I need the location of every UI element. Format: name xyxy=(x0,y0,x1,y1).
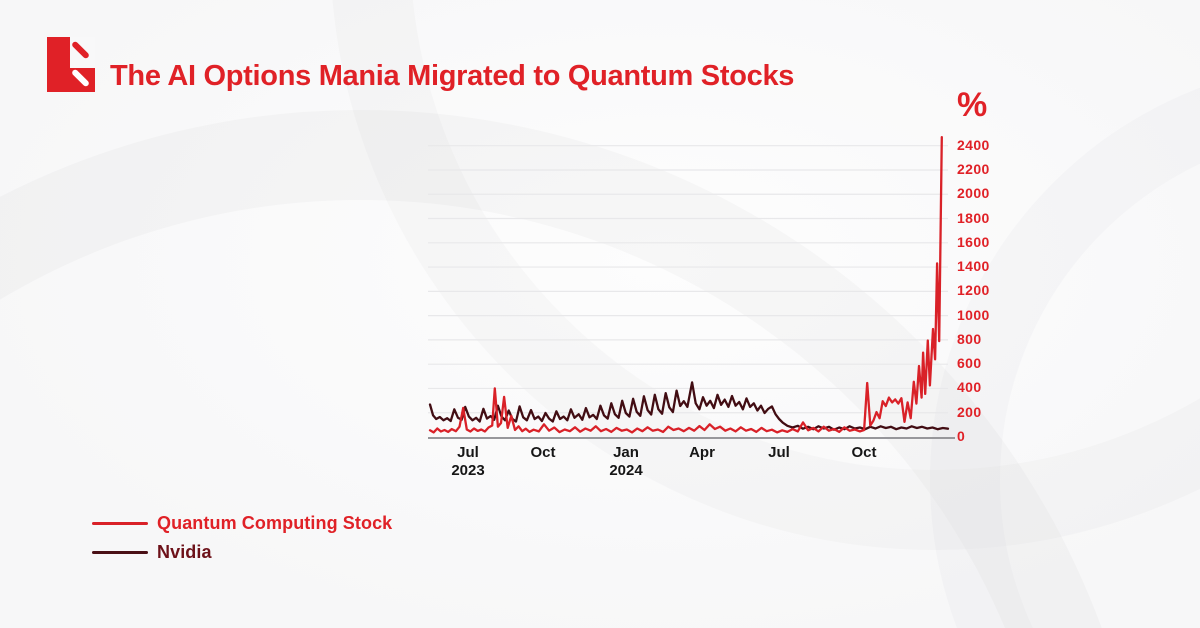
y-tick-label: 1200 xyxy=(957,282,990,299)
y-tick-label: 800 xyxy=(957,330,982,347)
page-title: The AI Options Mania Migrated to Quantum… xyxy=(110,60,795,93)
y-tick-label: 1000 xyxy=(957,306,990,323)
legend-item-nvidia: Nvidia xyxy=(92,541,392,563)
x-tick-label: Apr xyxy=(689,444,715,461)
y-tick-label: 2200 xyxy=(957,160,990,177)
x-tick-label: Jan 2024 xyxy=(609,444,643,479)
y-tick-label: 1400 xyxy=(957,258,990,275)
y-axis-unit-label: % xyxy=(957,86,988,124)
legend-label-nvidia: Nvidia xyxy=(157,541,212,562)
legend-swatch-nvidia xyxy=(92,550,148,554)
y-tick-label: 1800 xyxy=(957,209,990,226)
logo-white-slash xyxy=(70,68,91,88)
plot-svg xyxy=(428,136,955,439)
red-square-double-slash-logo-icon xyxy=(47,37,95,92)
y-tick-label: 600 xyxy=(957,355,982,372)
y-tick-label: 2400 xyxy=(957,136,990,153)
y-tick-label: 2000 xyxy=(957,185,990,202)
x-tick-label: Jul xyxy=(768,444,790,461)
y-tick-label: 400 xyxy=(957,379,982,396)
line-chart-plot xyxy=(425,120,960,445)
legend-item-quantum: Quantum Computing Stock xyxy=(92,512,392,534)
chart-legend: Quantum Computing Stock Nvidia xyxy=(92,512,392,570)
legend-swatch-quantum xyxy=(92,521,148,525)
x-tick-label: Oct xyxy=(530,444,556,461)
y-tick-label: 0 xyxy=(957,428,966,444)
x-tick-label: Oct xyxy=(851,444,877,461)
y-tick-label: 200 xyxy=(957,403,982,420)
legend-label-quantum: Quantum Computing Stock xyxy=(157,512,393,533)
x-tick-label: Jul 2023 xyxy=(451,444,485,479)
y-tick-label: 1600 xyxy=(957,233,990,250)
series-line-quantum-computing-stock xyxy=(428,136,943,434)
